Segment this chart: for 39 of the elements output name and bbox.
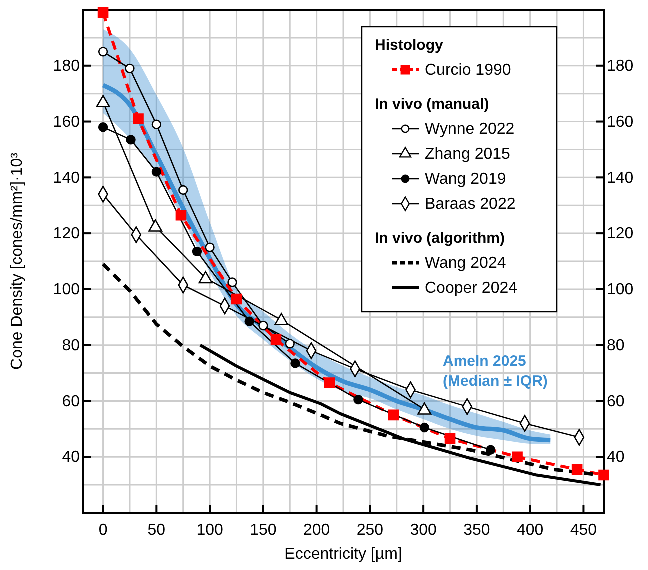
x-tick-label: 350 xyxy=(464,522,490,540)
y-tick-label: 40 xyxy=(62,449,80,466)
y-tick-label: 140 xyxy=(53,170,80,187)
y2-tick-label: 160 xyxy=(607,114,634,131)
y2-tick-label: 180 xyxy=(607,58,634,76)
legend-label: Baraas 2022 xyxy=(425,196,516,213)
x-tick-label: 450 xyxy=(570,522,598,540)
y2-tick-label: 60 xyxy=(607,393,625,410)
y-tick-label: 180 xyxy=(53,58,80,76)
y-tick-label: 80 xyxy=(62,337,80,354)
annotation: Histology xyxy=(375,37,444,54)
y2-tick-label: 100 xyxy=(607,282,634,299)
y2-tick-label: 120 xyxy=(607,226,634,243)
y-tick-label: 120 xyxy=(53,226,80,243)
legend-label: Wang 2019 xyxy=(425,171,506,188)
legend-label: Wynne 2022 xyxy=(425,121,515,138)
x-axis-title: Eccentricity [µm] xyxy=(284,546,402,563)
y-tick-label: 160 xyxy=(53,114,80,131)
legend-label: Zhang 2015 xyxy=(425,146,511,163)
annotation: In vivo (algorithm) xyxy=(375,230,506,247)
y-tick-label: 100 xyxy=(53,282,80,299)
x-tick-label: 100 xyxy=(196,522,224,540)
legend-label: Curcio 1990 xyxy=(425,62,512,79)
legend-label: Wang 2024 xyxy=(425,255,506,272)
y2-tick-label: 40 xyxy=(607,449,625,466)
y2-tick-label: 80 xyxy=(607,337,625,354)
x-tick-label: 0 xyxy=(98,522,108,540)
series-label: Ameln 2025 (Median ± IQR) xyxy=(443,353,548,390)
x-tick-label: 300 xyxy=(410,522,438,540)
x-tick-label: 200 xyxy=(303,522,330,540)
x-tick-label: 400 xyxy=(516,522,544,540)
annotation: In vivo (manual) xyxy=(375,96,490,113)
x-tick-label: 250 xyxy=(356,522,384,540)
legend-label: Cooper 2024 xyxy=(425,280,518,297)
y-tick-label: 60 xyxy=(62,393,80,410)
x-tick-label: 50 xyxy=(148,522,166,540)
x-tick-label: 150 xyxy=(250,522,277,540)
y-axis-title: Cone Density [cones/mm²]·10³ xyxy=(9,152,26,370)
y2-tick-label: 140 xyxy=(607,170,634,187)
